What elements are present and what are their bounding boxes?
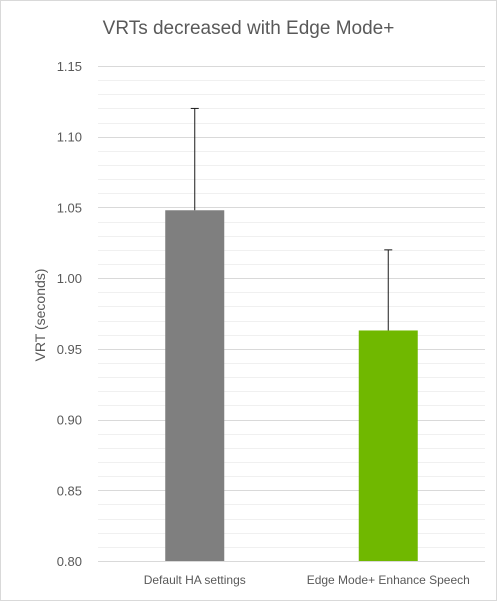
chart-title: VRTs decreased with Edge Mode+ <box>102 18 395 39</box>
bar <box>165 210 225 561</box>
category-label: Edge Mode+ Enhance Speech <box>307 573 470 587</box>
y-tick-label: 0.90 <box>57 413 82 428</box>
y-tick-label: 0.85 <box>57 483 82 498</box>
y-tick-label: 1.00 <box>57 271 82 286</box>
bar <box>358 330 418 561</box>
category-label: Default HA settings <box>144 573 246 587</box>
y-axis-title: VRT (seconds) <box>32 269 48 362</box>
y-tick-label: 1.15 <box>57 59 82 74</box>
y-tick-label: 0.80 <box>57 554 82 569</box>
y-tick-label: 1.05 <box>57 200 82 215</box>
y-tick-label: 1.10 <box>57 130 82 145</box>
y-tick-label: 0.95 <box>57 342 82 357</box>
